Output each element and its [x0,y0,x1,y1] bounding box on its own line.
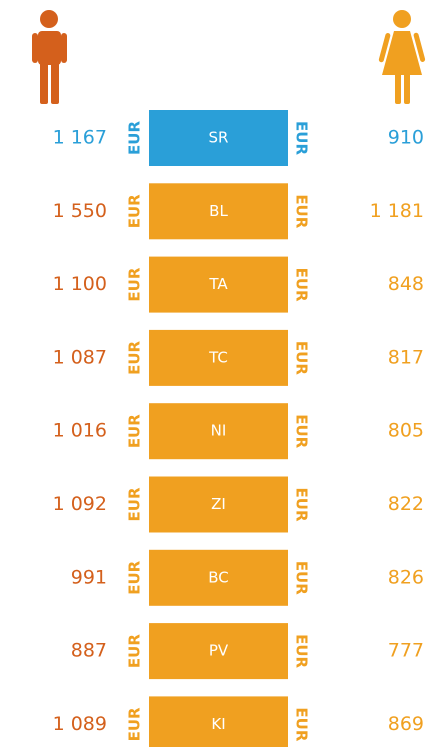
region-label: TA [208,275,228,293]
female-value: 826 [388,566,424,588]
unit-left: EUR [126,267,144,301]
male-value: 887 [71,640,107,662]
unit-left: EUR [126,414,144,448]
unit-left: EUR [126,340,144,374]
female-icon [378,10,426,104]
male-value: 1 167 [53,127,107,149]
unit-right: EUR [293,634,311,668]
region-label: SR [209,129,229,147]
region-label: TC [208,348,228,366]
female-value: 805 [388,420,424,442]
unit-right: EUR [293,488,311,522]
male-value: 1 087 [53,346,107,368]
region-label: KI [211,715,225,733]
unit-left: EUR [126,487,144,521]
region-box [149,476,288,533]
female-value: 822 [388,493,424,515]
region-label: ZI [211,495,226,513]
region-box [149,329,288,386]
region-label: BL [209,202,228,220]
male-value: 1 092 [53,493,107,515]
female-value: 848 [388,273,424,295]
unit-left: EUR [126,121,144,155]
female-value: 1 181 [370,200,424,222]
region-label: PV [209,642,229,660]
female-value: 777 [388,640,424,662]
region-box [149,110,288,166]
unit-right: EUR [293,194,311,228]
region-box [149,549,288,606]
male-value: 991 [71,566,107,588]
female-value: 817 [388,346,424,368]
unit-right: EUR [293,707,311,741]
unit-left: EUR [126,194,144,228]
unit-right: EUR [293,561,311,595]
region-box [149,403,288,460]
unit-left: EUR [126,634,144,668]
region-label: NI [211,422,227,440]
unit-left: EUR [126,560,144,594]
region-box [149,183,288,240]
female-value: 869 [388,713,424,735]
unit-right: EUR [293,268,311,302]
male-value: 1 550 [53,200,107,222]
unit-left: EUR [126,707,144,741]
male-icon [32,10,67,104]
unit-right: EUR [293,341,311,375]
region-label: BC [208,568,229,586]
region-box [149,623,288,680]
male-value: 1 100 [53,273,107,295]
female-value: 910 [388,127,424,149]
region-box [149,256,288,313]
unit-right: EUR [293,121,311,155]
male-value: 1 089 [53,713,107,735]
region-box [149,696,288,747]
unit-right: EUR [293,414,311,448]
male-value: 1 016 [53,420,107,442]
